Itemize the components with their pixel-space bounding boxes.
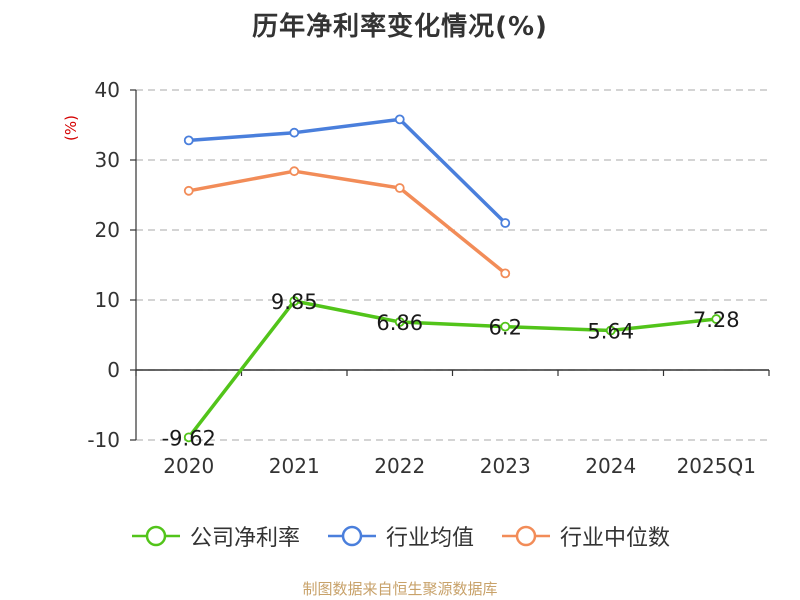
data-point-2	[183, 185, 194, 196]
data-point-0	[711, 314, 722, 324]
y-axis-label: (%)	[62, 115, 80, 141]
legend-item[interactable]: 公司净利率	[130, 520, 300, 552]
x-tick-label: 2022	[374, 454, 425, 478]
x-tick-label: 2024	[585, 454, 636, 478]
legend-label: 行业中位数	[560, 526, 671, 551]
legend-swatch	[502, 525, 550, 547]
chart-title: 历年净利率变化情况(%)	[252, 12, 548, 42]
legend-item[interactable]: 行业中位数	[500, 520, 670, 552]
legend-swatch	[327, 525, 376, 547]
gridlines	[136, 89, 769, 441]
data-label: 9.85	[271, 290, 318, 314]
data-point-0	[500, 321, 511, 332]
x-tick-label: 2025Q1	[677, 454, 756, 478]
series-layer	[183, 114, 722, 443]
y-tick-label: 40	[95, 78, 120, 102]
y-tick-label: -10	[87, 428, 120, 452]
data-label: 5.64	[587, 320, 634, 344]
x-tick-label: 2021	[269, 454, 320, 478]
data-point-0	[289, 296, 300, 306]
series-line-0	[187, 299, 719, 440]
data-point-2	[500, 268, 511, 279]
y-tick-label: 0	[107, 358, 120, 382]
data-point-2	[289, 166, 300, 177]
x-tick-label: 2023	[480, 454, 531, 478]
data-point-1	[183, 135, 194, 146]
data-label: 6.2	[489, 316, 522, 340]
series-line-2	[187, 169, 508, 276]
data-point-1	[500, 218, 511, 228]
data-point-1	[289, 127, 300, 138]
data-point-2	[394, 183, 405, 193]
data-labels: -9.62 9.85 6.86 6.2 5.64 7.28	[162, 290, 740, 450]
data-point-0	[183, 432, 194, 443]
data-point-0	[394, 317, 405, 327]
legend-label: 公司净利率	[189, 526, 300, 551]
data-point-1	[394, 114, 405, 125]
series-line-1	[187, 117, 508, 225]
data-label: 6.86	[376, 311, 423, 335]
legend-swatch-marker	[515, 525, 537, 547]
legend-swatch-marker	[145, 525, 167, 547]
legend-item[interactable]: 行业均值	[326, 520, 474, 552]
y-tick-label: 10	[95, 288, 120, 312]
data-point-0	[605, 325, 616, 336]
data-label: -9.62	[162, 426, 216, 450]
source-note: 制图数据来自恒生聚源数据库	[302, 580, 498, 598]
legend: 公司净利率 行业均值 行业中位数	[0, 520, 800, 552]
legend-swatch-marker	[341, 525, 363, 547]
legend-swatch	[131, 525, 180, 547]
x-tick-label: 2020	[163, 454, 214, 478]
legend-label: 行业均值	[385, 526, 474, 551]
y-tick-label: 30	[95, 148, 120, 172]
data-label: 7.28	[693, 308, 740, 332]
y-tick-label: 20	[95, 218, 120, 242]
